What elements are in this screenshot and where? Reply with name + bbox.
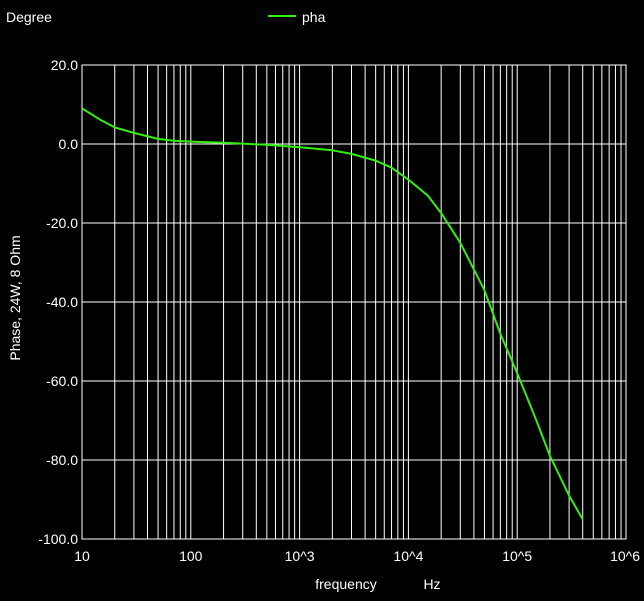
series-line-pha (81, 107, 584, 520)
x-tick-labels: 10 100 10^3 10^4 10^5 10^6 (74, 548, 640, 564)
series-layer (81, 107, 584, 520)
y-unit-label: Degree (6, 9, 52, 25)
x-tick-label: 10^6 (610, 548, 640, 564)
y-tick-label: -20.0 (46, 215, 78, 231)
y-tick-label: -60.0 (46, 373, 78, 389)
y-tick-labels: 20.0 0.0 -20.0 -40.0 -60.0 -80.0 -100.0 (38, 57, 78, 547)
y-axis-label: Phase, 24W, 8 Ohm (7, 235, 23, 360)
x-axis-label: frequency (315, 576, 376, 592)
x-tick-label: 10^4 (393, 548, 423, 564)
y-tick-label: -100.0 (38, 531, 78, 547)
legend-entry-pha: pha (302, 9, 326, 25)
x-unit-label: Hz (423, 576, 440, 592)
x-tick-label: 10 (74, 548, 90, 564)
y-tick-label: 20.0 (51, 57, 78, 73)
x-tick-label: 10^3 (285, 548, 315, 564)
grid (81, 64, 627, 540)
y-tick-label: -40.0 (46, 294, 78, 310)
x-tick-label: 100 (179, 548, 203, 564)
y-tick-label: 0.0 (59, 136, 79, 152)
y-tick-label: -80.0 (46, 452, 78, 468)
x-tick-label: 10^5 (502, 548, 532, 564)
legend: pha (268, 9, 326, 25)
